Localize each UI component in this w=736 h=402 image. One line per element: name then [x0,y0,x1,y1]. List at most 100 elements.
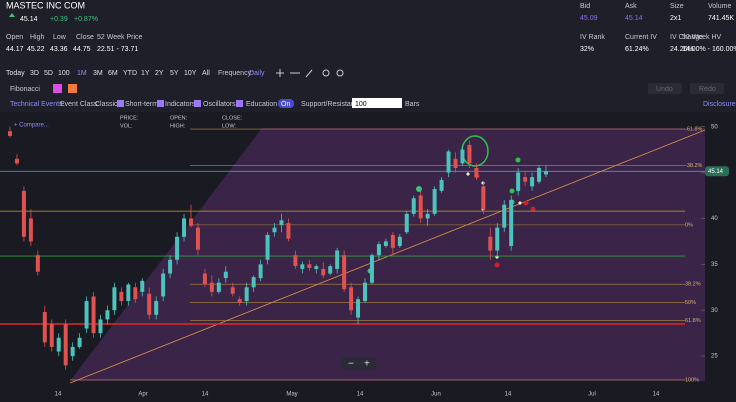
field-label: Ask [625,3,637,10]
up-arrow [9,13,15,17]
ohlc-label: OPEN: [170,115,188,121]
checkbox[interactable] [194,100,201,107]
frequency-label: Frequency: [218,70,253,77]
study: Fibonacci [10,86,40,93]
candle-body [168,259,173,274]
candle-body [49,323,54,347]
range-button[interactable]: 1Y [141,70,150,77]
field-value: 2x1 [670,15,681,22]
candle-body [202,273,207,285]
zoom-controls[interactable] [342,357,376,370]
field-value: 44.17 [6,46,24,53]
field-value: 61.24% [625,46,649,53]
candle-body [133,287,138,300]
field-label: Close [76,34,94,41]
range-button[interactable]: 5D [44,70,53,77]
undo-button[interactable] [648,83,682,94]
candle-body [369,255,374,283]
candle-body [474,167,479,178]
candle-body [56,337,61,352]
ohlc-label: HIGH: [170,123,186,129]
chart-bg [0,112,736,402]
range-button[interactable]: 2Y [155,70,164,77]
option: Indicators [165,101,196,108]
range-button[interactable]: 3M [93,70,103,77]
candle-body [188,218,193,226]
candle-body [42,312,47,343]
checkbox[interactable] [236,100,243,107]
x-tick-label: 14 [653,392,660,398]
range-button[interactable]: 5Y [170,70,179,77]
option: Oscillators [203,101,236,108]
candle-body [335,250,340,269]
candle-body [342,255,347,290]
last-price-label: 45.14 [708,169,724,175]
candle-body [237,299,242,303]
candle-body [404,213,409,233]
field-value: 43.36 [50,46,68,53]
redo[interactable]: Redo [699,86,716,93]
fib-label: -61.8% [685,127,703,133]
change: +0.39 [50,16,68,23]
checkbox[interactable] [157,100,164,107]
fib-label: -38.2% [685,163,703,169]
range-button[interactable]: All [202,70,210,77]
range-button[interactable]: 6M [108,70,118,77]
x-tick-label: Jul [588,392,596,398]
candle-body [119,291,124,302]
last-price-box [705,166,729,177]
color-box[interactable] [53,84,62,93]
ohlc-label: CLOSE: [222,115,243,121]
candle-body [105,310,110,320]
x-tick-label: Apr [138,392,147,398]
candle-body [230,287,235,294]
fib-label: 50% [685,300,696,306]
candle-body [21,190,26,237]
toggle[interactable] [278,99,294,108]
candle-body [432,189,437,214]
redo-button[interactable] [690,83,724,94]
candle-body [175,236,180,260]
zoom-in[interactable]: + [364,359,370,370]
candle-body [300,264,305,269]
checkbox[interactable] [117,100,124,107]
candle-body [209,282,214,292]
x-tick-label: Jun [431,392,441,398]
range-button[interactable]: 3D [30,70,39,77]
field-label: Volume [708,3,731,10]
candle-body [383,241,388,246]
bars: Bars [405,101,420,108]
candle-body [244,287,249,302]
field-label: Current IV [625,34,657,41]
range-button[interactable]: Today [6,70,25,77]
candle-body [77,337,82,347]
candle-body [251,277,256,288]
compare[interactable]: + Compare... [14,123,49,129]
candle-body [272,227,277,233]
candle-body [488,236,493,251]
y-tick-label: 35 [711,262,718,268]
range-button[interactable]: 100 [58,70,70,77]
candle-body [126,284,131,302]
zoom-out[interactable]: − [348,359,354,370]
candle-body [376,244,381,256]
range-button[interactable]: 1M [77,70,87,77]
undo[interactable]: Undo [656,86,673,93]
field-value: 22.51 - 73.71 [97,46,138,53]
candle-body [530,177,535,187]
field-value: 45.14 [625,15,643,22]
field-label: Open [6,34,23,41]
sr-input[interactable] [352,98,402,108]
ohlc-label: PRICE: [120,115,139,121]
frequency[interactable]: Daily [249,70,265,77]
candle-body [439,179,444,191]
candle-body [516,172,521,191]
x-tick-label: 14 [202,392,209,398]
candle-body [397,236,402,246]
candle-body [453,158,458,168]
range-button[interactable]: 10Y [184,70,197,77]
field-value: 45.09 [580,15,598,22]
color-box[interactable] [68,84,77,93]
disclosure[interactable]: Disclosure [703,101,736,108]
range-button[interactable]: YTD [123,70,137,77]
